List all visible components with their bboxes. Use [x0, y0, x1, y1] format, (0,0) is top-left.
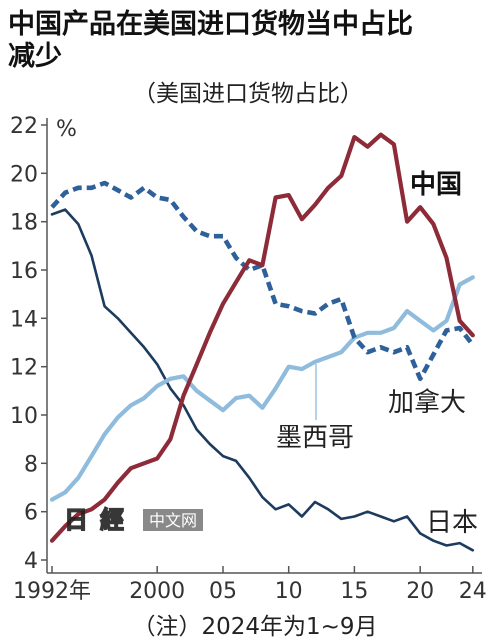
x-tick-label: 20	[406, 579, 434, 604]
series-label-canada: 加拿大	[388, 388, 466, 418]
y-ticks: 4 6 8 10 12 14 16 18 20 22	[10, 114, 47, 574]
x-tick-label: 15	[340, 579, 368, 604]
series-label-china: 中国	[410, 170, 462, 200]
series-line-china	[49, 132, 475, 543]
nikkei-logo: 日經 中文网	[63, 504, 203, 535]
chart-title-line-1: 中国产品在美国进口货物当中占比	[8, 8, 413, 40]
x-tick-label: 05	[209, 579, 237, 604]
x-tick-label: 2000	[129, 579, 185, 604]
y-tick-label: 4	[24, 549, 38, 574]
y-tick-label: 6	[24, 501, 38, 526]
series-line-canada	[50, 180, 475, 382]
series-line-mexico	[49, 275, 475, 502]
logo-box	[143, 509, 203, 531]
x-tick-label: 1992年	[13, 579, 91, 604]
chart-note: （注）2024年为1~9月	[132, 614, 377, 640]
x-tick-label: 24	[459, 579, 487, 604]
y-tick-label: 12	[10, 356, 38, 381]
y-tick-label: 18	[10, 211, 38, 236]
logo-mark: 日經	[64, 505, 136, 534]
x-tick-label: 10	[275, 579, 303, 604]
y-tick-label: 20	[10, 162, 38, 187]
x-ticks: 1992年 2000 05 10 15 20 24	[13, 566, 487, 604]
y-tick-label: 10	[10, 404, 38, 429]
y-tick-label: 8	[24, 452, 38, 477]
y-axis-unit: %	[56, 117, 77, 142]
logo-text: 中文网	[149, 511, 197, 530]
chart-title-line-2: 减少	[8, 41, 62, 72]
chart-subtitle: （美国进口货物占比）	[133, 81, 363, 107]
y-tick-label: 22	[10, 114, 38, 139]
series-line-japan	[50, 208, 475, 552]
series-label-mexico: 墨西哥	[276, 423, 354, 453]
series-label-japan: 日本	[426, 508, 478, 538]
plot-lines	[49, 132, 475, 552]
y-tick-label: 14	[10, 307, 38, 332]
y-tick-label: 16	[10, 259, 38, 284]
